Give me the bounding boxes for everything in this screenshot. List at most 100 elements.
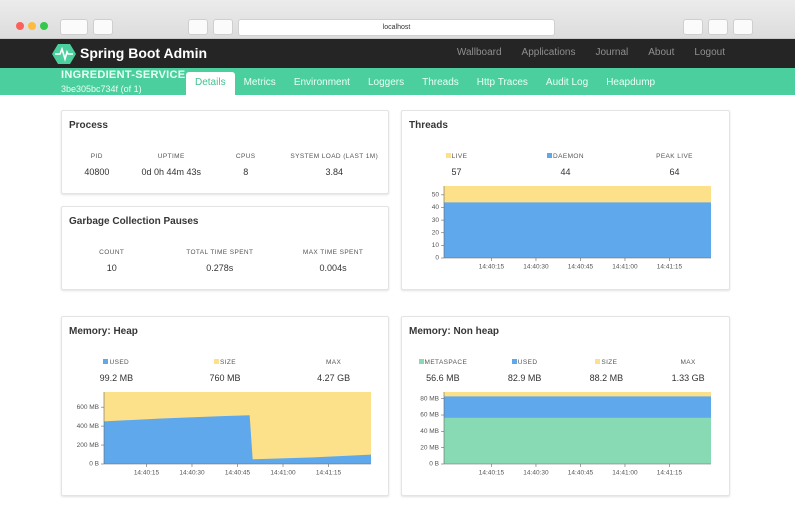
stat-value: 40800 — [84, 167, 110, 177]
privacy-button[interactable] — [188, 19, 208, 35]
x-tick-label: 14:40:45 — [568, 264, 594, 271]
stat-value: 56.6 MB — [426, 373, 460, 383]
share-button[interactable] — [708, 19, 728, 35]
area — [104, 415, 371, 464]
nav-link[interactable]: Applications — [521, 47, 576, 58]
zoom-button[interactable] — [40, 22, 48, 30]
x-tick-label: 14:40:15 — [479, 264, 505, 271]
x-tick-label: 14:40:45 — [225, 470, 251, 477]
chart: 0 B 20 MB 40 MB 60 MB 80 MB 14:40:15 14:40:30 1… — [420, 392, 711, 477]
minimize-button[interactable] — [28, 22, 36, 30]
stats-row: LIVE 57 DAEMON 44 PEAK LIVE 64 — [402, 153, 729, 177]
legend-swatch — [213, 359, 219, 364]
stat-label: USED — [91, 359, 141, 366]
sidebar-button[interactable] — [93, 19, 113, 35]
stat: USED 99.2 MB — [91, 359, 141, 383]
stat: MAX TIME SPENT 0.004s — [303, 249, 363, 273]
tab[interactable]: Metrics — [243, 77, 276, 88]
y-tick-label: 20 — [432, 229, 440, 236]
stat: SIZE 760 MB — [200, 359, 250, 383]
label-text: SIZE — [601, 359, 618, 366]
x-tick-label: 14:40:15 — [479, 470, 505, 477]
tab[interactable]: Environment — [293, 77, 350, 88]
x-tick-label: 14:40:30 — [179, 470, 205, 477]
label-text: SYSTEM LOAD (LAST 1M) — [290, 153, 379, 160]
instance-bar — [0, 68, 795, 95]
stat: CPUS 8 — [221, 153, 271, 177]
stat: PID 40800 — [72, 153, 122, 177]
stat-value: 0.004s — [319, 263, 347, 273]
stats-row: USED 99.2 MB SIZE 760 MB MAX 4.27 GB — [62, 359, 388, 383]
stat-value: 10 — [106, 263, 117, 273]
x-tick-label: 14:40:30 — [523, 264, 549, 271]
tabs-button[interactable] — [733, 19, 753, 35]
x-tick-label: 14:41:00 — [612, 264, 638, 271]
tab[interactable]: Audit Log — [545, 77, 589, 88]
tab[interactable]: Heapdump — [606, 77, 656, 88]
x-tick-label: 14:41:00 — [270, 470, 296, 477]
info-button[interactable] — [683, 19, 703, 35]
label-text: PEAK LIVE — [656, 153, 693, 160]
stat-value: 44 — [560, 167, 571, 177]
stat: COUNT 10 — [87, 249, 137, 273]
stat-value: 0d 0h 44m 43s — [141, 167, 202, 177]
nonheap-card: Memory: Non heap METASPACE 56.6 MB USED 82.… — [401, 316, 730, 496]
label-text: DAEMON — [553, 153, 584, 160]
label-text: MAX TIME SPENT — [302, 249, 364, 256]
stat-label: METASPACE — [418, 359, 468, 366]
label-text: LIVE — [451, 153, 468, 160]
address-bar[interactable]: localhost — [238, 19, 555, 36]
y-tick-label: 40 — [432, 204, 440, 211]
y-tick-label: 60 MB — [420, 412, 439, 419]
tab[interactable]: Http Traces — [476, 77, 528, 88]
nav-link[interactable]: Journal — [595, 47, 629, 58]
stat: MAX 4.27 GB — [309, 359, 359, 383]
label-text: PID — [90, 153, 103, 160]
area — [444, 202, 711, 258]
label-text: UPTIME — [157, 153, 185, 160]
heap-card: Memory: Heap USED 99.2 MB SIZE 760 MB MAX 4.2… — [61, 316, 389, 496]
brand[interactable]: Spring Boot Admin — [80, 45, 208, 61]
label-text: USED — [109, 359, 130, 366]
tab[interactable]: Loggers — [367, 77, 405, 88]
chart: 0 10 20 30 40 50 14:40:15 14:40:30 14:40:45 14:41… — [432, 186, 711, 271]
area — [444, 417, 711, 464]
stat-value: 64 — [669, 167, 680, 177]
stat: DAEMON 44 — [541, 153, 591, 177]
legend-swatch — [547, 153, 553, 158]
process-card: Process PID 40800 UPTIME 0d 0h 44m 43s CPUS 8… — [61, 110, 389, 194]
stat-label: SYSTEM LOAD (LAST 1M) — [290, 153, 378, 160]
y-tick-label: 0 B — [429, 461, 439, 468]
stat: USED 82.9 MB — [500, 359, 550, 383]
nav-link[interactable]: About — [648, 47, 675, 58]
nav-link[interactable]: Logout — [694, 47, 725, 58]
y-tick-label: 0 B — [89, 461, 99, 468]
x-tick-label: 14:40:30 — [523, 470, 549, 477]
nav-link[interactable]: Wallboard — [456, 47, 502, 58]
y-tick-label: 20 MB — [420, 444, 439, 451]
stat-label: LIVE — [432, 153, 482, 160]
stat-value: 8 — [243, 167, 249, 177]
y-tick-label: 200 MB — [77, 442, 99, 449]
y-tick-label: 80 MB — [420, 395, 439, 402]
reader-button[interactable] — [213, 19, 233, 35]
stat-value: 4.27 GB — [317, 373, 351, 383]
stat-value: 1.33 GB — [671, 373, 705, 383]
stats-row: PID 40800 UPTIME 0d 0h 44m 43s CPUS 8 SYSTEM L… — [62, 153, 388, 177]
tab[interactable]: Details — [186, 72, 235, 95]
stat-label: MAX TIME SPENT — [303, 249, 363, 256]
back-forward[interactable] — [60, 19, 88, 35]
close-button[interactable] — [16, 22, 24, 30]
count: (of 1) — [120, 84, 142, 94]
card-title: Threads — [409, 120, 448, 131]
stat: METASPACE 56.6 MB — [418, 359, 468, 383]
chart: 0 B 200 MB 400 MB 600 MB 14:40:15 14:40:30 14:… — [77, 392, 371, 477]
tab[interactable]: Threads — [422, 77, 459, 88]
y-tick-label: 10 — [432, 242, 440, 249]
stat-value: 3.84 — [325, 167, 344, 177]
stats-row: METASPACE 56.6 MB USED 82.9 MB SIZE 88.2 MB MA… — [402, 359, 729, 383]
y-tick-label: 600 MB — [77, 404, 99, 411]
x-tick-label: 14:41:00 — [612, 470, 638, 477]
label-text: CPUS — [235, 153, 256, 160]
